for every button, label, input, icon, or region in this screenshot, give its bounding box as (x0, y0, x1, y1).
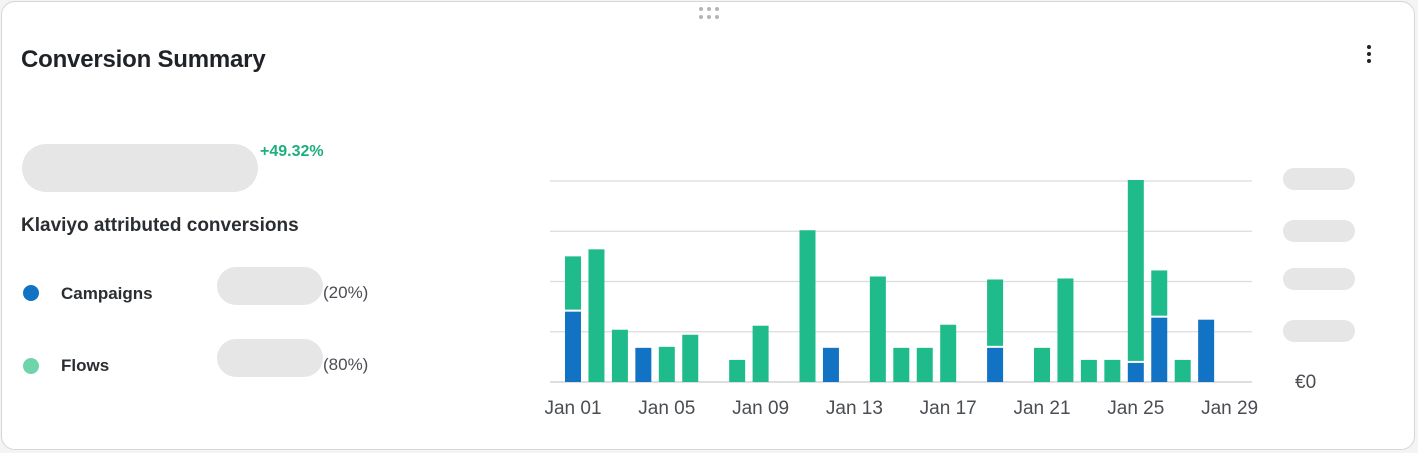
flows-legend-dot (23, 358, 39, 374)
y-axis-tick-placeholder (1283, 268, 1355, 290)
x-axis-tick-label: Jan 09 (732, 398, 789, 419)
bar-flows-jan-26[interactable] (1151, 270, 1168, 316)
x-axis-tick-label: Jan 05 (638, 398, 695, 419)
bar-campaigns-jan-04[interactable] (635, 347, 652, 382)
bar-campaigns-jan-25[interactable] (1127, 362, 1144, 382)
x-axis-tick-label: Jan 21 (1013, 398, 1070, 419)
bar-campaigns-jan-19[interactable] (987, 347, 1004, 382)
flows-value-placeholder (217, 339, 323, 377)
bar-campaigns-jan-12[interactable] (822, 347, 839, 382)
bar-flows-jan-02[interactable] (588, 249, 605, 382)
bar-flows-jan-05[interactable] (658, 346, 675, 382)
bar-flows-jan-21[interactable] (1034, 347, 1050, 382)
bar-flows-jan-01[interactable] (565, 256, 581, 310)
flows-percent: (80%) (323, 355, 369, 374)
bar-flows-jan-08[interactable] (729, 359, 746, 382)
bar-flows-jan-16[interactable] (916, 347, 933, 382)
bar-flows-jan-17[interactable] (940, 324, 957, 382)
flows-legend-label: Flows (61, 356, 110, 375)
total-value-placeholder (22, 144, 258, 192)
more-vertical-icon (1367, 45, 1371, 49)
bar-flows-jan-24[interactable] (1104, 359, 1121, 382)
y-axis-tick-placeholder (1283, 320, 1355, 342)
y-axis-tick-placeholder (1283, 220, 1355, 242)
bar-flows-jan-22[interactable] (1057, 278, 1074, 382)
bar-flows-jan-06[interactable] (682, 334, 699, 382)
bar-campaigns-jan-01[interactable] (565, 311, 581, 382)
y-axis-zero-label: €0 (1295, 372, 1317, 393)
bar-campaigns-jan-26[interactable] (1151, 317, 1168, 382)
bar-campaigns-jan-28[interactable] (1198, 319, 1215, 382)
bar-flows-jan-25[interactable] (1127, 179, 1144, 361)
card-title: Conversion Summary (21, 46, 266, 73)
campaigns-value-placeholder (217, 267, 323, 305)
bar-flows-jan-11[interactable] (799, 230, 816, 382)
x-axis-tick-label: Jan 01 (544, 398, 601, 419)
x-axis-tick-label: Jan 13 (826, 398, 883, 419)
x-axis-tick-label: Jan 25 (1107, 398, 1164, 419)
bar-flows-jan-09[interactable] (752, 325, 769, 382)
bar-flows-jan-23[interactable] (1080, 359, 1097, 382)
campaigns-legend-dot (23, 285, 39, 301)
section-subtitle: Klaviyo attributed conversions (21, 215, 299, 236)
campaigns-percent: (20%) (323, 283, 369, 302)
drag-handle-icon[interactable] (697, 5, 721, 21)
campaigns-legend-label: Campaigns (61, 284, 153, 303)
bar-flows-jan-15[interactable] (893, 347, 910, 382)
bar-flows-jan-19[interactable] (987, 279, 1004, 346)
bar-flows-jan-27[interactable] (1174, 359, 1191, 382)
x-axis-tick-label: Jan 17 (920, 398, 977, 419)
x-axis-tick-label: Jan 29 (1201, 398, 1258, 419)
y-axis-tick-placeholder (1283, 168, 1355, 190)
more-options-button[interactable] (1357, 40, 1381, 68)
bar-flows-jan-03[interactable] (611, 329, 628, 382)
bar-flows-jan-14[interactable] (869, 276, 886, 382)
percent-change: +49.32% (260, 143, 324, 160)
